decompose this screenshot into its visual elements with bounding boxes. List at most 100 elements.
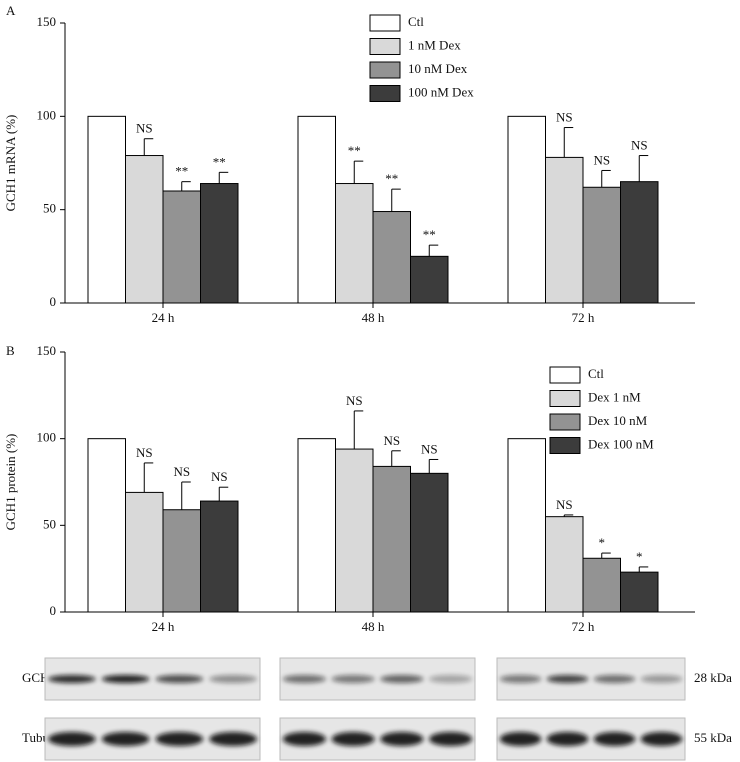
legend-swatch bbox=[549, 390, 581, 407]
significance-label: ** bbox=[213, 154, 226, 169]
blot-band bbox=[331, 732, 375, 746]
error-bar bbox=[428, 458, 439, 474]
blot-band bbox=[499, 675, 542, 683]
error-bar bbox=[391, 188, 401, 212]
blot-band bbox=[155, 675, 204, 683]
significance-label: ** bbox=[348, 143, 361, 158]
significance-label: ** bbox=[385, 171, 398, 186]
blot-size: 28 kDa bbox=[694, 670, 732, 685]
blot-band bbox=[209, 675, 258, 683]
error-bar bbox=[563, 514, 574, 517]
blot-band bbox=[380, 675, 424, 683]
blot-band bbox=[546, 675, 589, 683]
blot-band bbox=[428, 732, 473, 746]
legend-label: 100 nM Dex bbox=[408, 84, 474, 99]
bar bbox=[87, 438, 126, 613]
y-tick-label: 100 bbox=[37, 107, 57, 122]
bar bbox=[410, 472, 449, 613]
blot-band bbox=[101, 675, 150, 683]
x-tick-label: 24 h bbox=[152, 619, 175, 634]
error-bar bbox=[391, 450, 401, 467]
bar bbox=[507, 115, 546, 304]
blot-size: 55 kDa bbox=[694, 730, 732, 745]
bar bbox=[200, 183, 239, 304]
significance-label: ** bbox=[175, 164, 188, 179]
bar bbox=[507, 438, 546, 613]
error-bar bbox=[601, 169, 611, 188]
significance-label: NS bbox=[556, 110, 573, 125]
blot-band bbox=[428, 675, 473, 683]
blot-band bbox=[546, 732, 589, 746]
x-tick-label: 72 h bbox=[572, 619, 595, 634]
error-bar bbox=[353, 410, 364, 450]
panel-label: B bbox=[6, 343, 15, 358]
legend-swatch bbox=[369, 38, 401, 55]
x-tick-label: 72 h bbox=[572, 310, 595, 325]
legend-swatch bbox=[369, 85, 401, 102]
error-bar bbox=[601, 552, 611, 559]
bar bbox=[162, 190, 201, 304]
bar bbox=[582, 186, 621, 304]
legend-label: Dex 1 nM bbox=[588, 389, 641, 404]
bar bbox=[545, 156, 584, 304]
error-bar bbox=[143, 138, 154, 156]
error-bar bbox=[638, 155, 649, 182]
error-bar bbox=[563, 127, 574, 158]
bar bbox=[125, 155, 164, 304]
error-bar bbox=[181, 481, 191, 510]
error-bar bbox=[181, 181, 191, 191]
significance-label: NS bbox=[173, 464, 190, 479]
bar bbox=[372, 211, 411, 304]
significance-label: * bbox=[636, 549, 643, 564]
blot-band bbox=[282, 732, 327, 746]
bar bbox=[335, 183, 374, 304]
bar bbox=[545, 516, 584, 613]
bar bbox=[410, 255, 449, 304]
error-bar bbox=[218, 486, 229, 502]
panel-label: A bbox=[6, 3, 16, 18]
legend-label: Dex 100 nM bbox=[588, 436, 654, 451]
bar bbox=[297, 115, 336, 304]
bar bbox=[372, 465, 411, 613]
bar bbox=[620, 571, 659, 613]
error-bar bbox=[353, 160, 364, 184]
error-bar bbox=[428, 244, 439, 257]
bar bbox=[620, 181, 659, 304]
y-tick-label: 150 bbox=[37, 14, 57, 29]
legend-label: 10 nM Dex bbox=[408, 61, 468, 76]
blot-band bbox=[593, 732, 636, 746]
blot-band bbox=[47, 732, 96, 746]
legend-label: Ctl bbox=[408, 14, 424, 29]
error-bar bbox=[218, 171, 229, 184]
significance-label: NS bbox=[593, 152, 610, 167]
significance-label: ** bbox=[423, 227, 436, 242]
significance-label: NS bbox=[346, 393, 363, 408]
significance-label: NS bbox=[631, 138, 648, 153]
blot-band bbox=[209, 732, 258, 746]
bar bbox=[582, 557, 621, 613]
blot-band bbox=[331, 675, 375, 683]
significance-label: * bbox=[599, 535, 606, 550]
bar bbox=[162, 509, 201, 613]
blot-band bbox=[499, 732, 542, 746]
significance-label: NS bbox=[136, 445, 153, 460]
bar bbox=[200, 500, 239, 613]
blot-band bbox=[282, 675, 327, 683]
blot-band bbox=[101, 732, 150, 746]
bar bbox=[297, 438, 336, 613]
bar bbox=[335, 448, 374, 613]
significance-label: NS bbox=[136, 121, 153, 136]
y-tick-label: 50 bbox=[43, 516, 56, 531]
error-bar bbox=[143, 462, 154, 493]
significance-label: NS bbox=[383, 433, 400, 448]
blot-band bbox=[47, 675, 96, 683]
significance-label: NS bbox=[556, 497, 573, 512]
y-tick-label: 0 bbox=[50, 294, 57, 309]
blot-band bbox=[380, 732, 424, 746]
error-bar bbox=[638, 566, 649, 573]
blot-band bbox=[593, 675, 636, 683]
y-tick-label: 50 bbox=[43, 201, 56, 216]
x-tick-label: 24 h bbox=[152, 310, 175, 325]
y-axis-label: GCH1 protein (%) bbox=[3, 434, 18, 531]
